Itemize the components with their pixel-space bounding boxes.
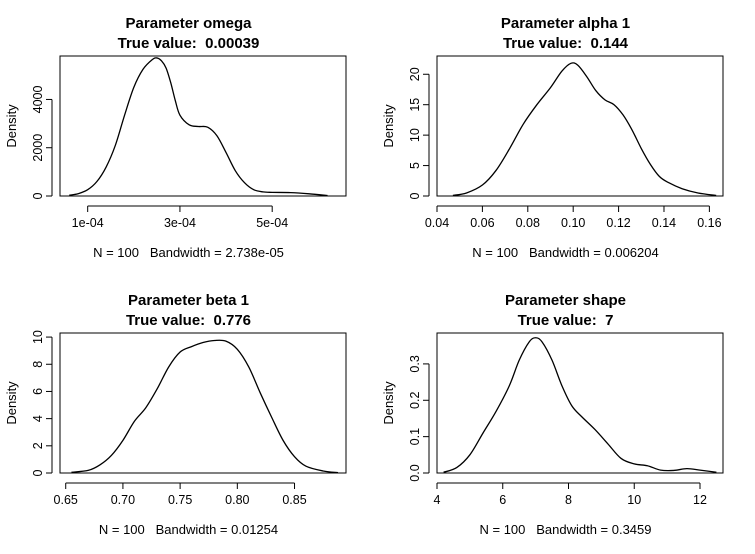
x-tick-label: 0.04 [425,216,449,230]
y-tick-label: 2 [31,442,45,449]
plot-frame [436,332,724,474]
y-tick-label: 8 [31,361,45,368]
x-tick-label: 12 [693,493,707,507]
y-tick-label: 0.2 [408,392,422,409]
panel-subtitle: True value: 0.776 [125,312,252,329]
x-axis-label: N = 100 Bandwidth = 2.738e-05 [93,245,284,260]
x-tick-label: 0.80 [225,493,249,507]
y-axis-title: Density [381,381,396,425]
panel-title: Parameter beta 1 [128,292,249,309]
panel-beta1: Parameter beta 1 True value: 0.776 0.65 0… [0,277,377,554]
y-tick-label: 0 [31,469,45,476]
x-tick-label: 0.85 [282,493,306,507]
y-tick-label: 0.1 [408,428,422,445]
x-tick-label: 0.10 [561,216,585,230]
y-tick-label: 15 [408,98,422,112]
y-tick-label: 4 [31,415,45,422]
x-tick-label: 0.16 [697,216,721,230]
y-tick-label: 10 [31,330,45,344]
plot-frame [59,332,347,474]
x-tick-label: 0.06 [470,216,494,230]
x-axis-label: N = 100 Bandwidth = 0.3459 [479,522,652,537]
x-tick-label: 8 [565,493,572,507]
panel-subtitle: True value: 0.144 [502,35,629,52]
y-tick-label: 4000 [31,85,45,113]
density-curve [69,57,328,197]
panel-subtitle: True value: 0.00039 [117,35,260,52]
panel-subtitle: True value: 7 [517,312,614,329]
y-tick-label: 20 [408,67,422,81]
x-tick-label: 0.65 [54,493,78,507]
density-plot-omega: 1e-04 3e-04 5e-04 0 2000 4000 Density [4,55,347,230]
density-plot-shape: 4 6 8 10 12 0.0 0.1 0.2 0.3 Density [381,332,724,507]
x-tick-label: 5e-04 [256,216,288,230]
plot-frame [436,55,724,197]
y-tick-label: 0 [408,192,422,199]
x-tick-label: 0.12 [606,216,630,230]
y-tick-label: 0.3 [408,355,422,372]
panel-title: Parameter omega [125,15,252,32]
x-tick-label: 0.75 [168,493,192,507]
x-axis-label: N = 100 Bandwidth = 0.006204 [472,245,659,260]
y-axis-title: Density [4,381,19,425]
density-plot-beta1: 0.65 0.70 0.75 0.80 0.85 0 2 4 6 8 10 Density [4,330,347,507]
density-curve [452,62,717,197]
panel-title: Parameter shape [505,292,626,309]
panel-alpha1: Parameter alpha 1 True value: 0.144 0.04… [377,0,754,277]
x-tick-label: 0.70 [111,493,135,507]
y-tick-label: 10 [408,128,422,142]
density-curve [71,339,339,474]
y-axis-title: Density [4,104,19,148]
x-tick-label: 4 [434,493,441,507]
panel-title: Parameter alpha 1 [500,15,631,32]
density-curve [443,337,717,473]
y-tick-label: 2000 [31,134,45,162]
x-tick-label: 3e-04 [164,216,196,230]
x-axis-label: N = 100 Bandwidth = 0.01254 [98,522,279,537]
y-tick-label: 0 [31,192,45,199]
density-plot-alpha1: 0.04 0.06 0.08 0.10 0.12 0.14 0.16 0 5 10 15 20 Dens… [381,55,724,230]
plot-frame [59,55,347,197]
x-tick-label: 6 [499,493,506,507]
y-tick-label: 5 [408,162,422,169]
y-tick-label: 0.0 [408,464,422,481]
x-tick-label: 0.08 [516,216,540,230]
y-axis-title: Density [381,104,396,148]
x-tick-label: 0.14 [652,216,676,230]
panel-omega: Parameter omega True value: 0.00039 1e-0… [0,0,377,277]
panel-shape: Parameter shape True value: 7 4 6 8 10 12 0.0… [377,277,754,554]
y-tick-label: 6 [31,388,45,395]
x-tick-label: 1e-04 [72,216,104,230]
x-tick-label: 10 [627,493,641,507]
